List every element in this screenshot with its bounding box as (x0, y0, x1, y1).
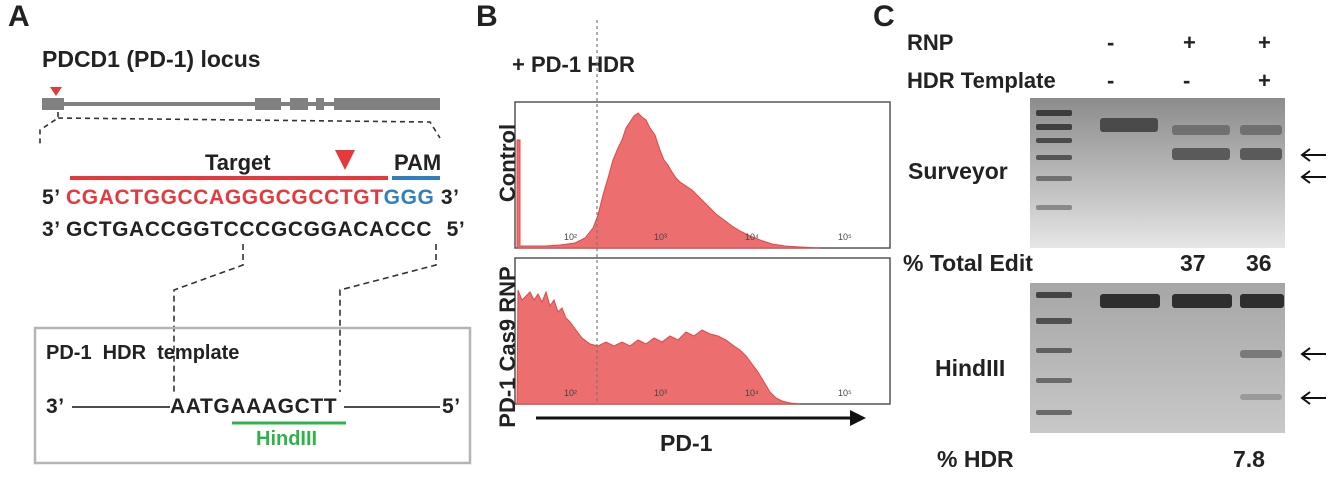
histogram-control (516, 112, 821, 249)
top-target-seq: CGACTGGCCAGGGCGCCTGT (66, 186, 384, 209)
hdr-right-end: 5’ (442, 395, 461, 418)
ladder-band (1036, 124, 1072, 130)
band-arrow-icon (1300, 148, 1326, 405)
hdr-percent-label: % HDR (937, 446, 1014, 472)
cut-triangle-icon (335, 150, 355, 170)
ladder-band (1036, 176, 1072, 181)
hdr-template-title: PD-1 HDR template (46, 342, 240, 364)
ladder-band (1036, 292, 1072, 298)
exon-1 (42, 98, 64, 110)
top-strand: 5’ CGACTGGCCAGGGCGCCTGTGGG 3’ (42, 186, 460, 210)
rnp-value: + (1258, 30, 1271, 55)
surveyor-band-uncut (1172, 125, 1230, 135)
exon-3 (290, 98, 308, 110)
pam-label: PAM (394, 150, 442, 175)
hdr-left-end: 3’ (46, 395, 65, 418)
rnp-row-label: RNP (907, 30, 954, 55)
ladder-band (1036, 348, 1072, 353)
hindiii-gel (1030, 283, 1285, 433)
exon-4 (316, 98, 324, 110)
hdr-row-label: HDR Template (907, 68, 1056, 93)
hindiii-band-uncut (1172, 294, 1232, 308)
tick-label: 10⁴ (745, 388, 759, 398)
total-edit-label: % Total Edit (903, 250, 1033, 276)
rnp-value: - (1107, 30, 1115, 55)
locus-title: PDCD1 (PD-1) locus (42, 46, 261, 72)
hindiii-band-uncut (1100, 294, 1160, 308)
hindiii-band-uncut (1240, 294, 1284, 308)
pam-bar (392, 176, 440, 180)
homology-line-right (339, 244, 437, 392)
surveyor-label: Surveyor (908, 158, 1008, 184)
ladder-band (1036, 378, 1072, 383)
hindiii-band-cut (1240, 394, 1282, 400)
total-edit-value: 37 (1180, 250, 1206, 276)
locus-line (42, 102, 440, 106)
exon-2 (255, 98, 281, 110)
hdr-template-box (33, 326, 472, 465)
target-label: Target (205, 150, 271, 175)
zoom-lines (39, 112, 441, 146)
hindiii-label: HindIII (935, 355, 1006, 381)
panel-a-letter: A (8, 0, 30, 33)
hdr-percent-value: 7.8 (1233, 446, 1265, 472)
ladder-band (1036, 318, 1072, 324)
pd1-axis-arrow-icon (850, 410, 866, 426)
total-edit-value: 36 (1246, 250, 1272, 276)
cut-site-marker-icon (50, 87, 62, 96)
tick-label: 10⁵ (838, 388, 852, 398)
homology-line-left (173, 244, 244, 392)
tick-label: 10³ (654, 388, 668, 398)
panel-c-letter: C (873, 0, 895, 33)
surveyor-band-uncut (1100, 118, 1158, 132)
pd1-axis-label: PD-1 (660, 430, 713, 456)
bottom-strand: 3’ GCTGACCGGTCCCGCGGACACCC 5’ (42, 218, 465, 242)
surveyor-band-cleaved (1172, 148, 1230, 160)
top-prefix: 5’ (42, 186, 60, 209)
target-bar (70, 176, 388, 180)
hindiii-band-cut (1240, 350, 1282, 358)
ladder-band (1036, 410, 1072, 415)
top-suffix: 3’ (440, 186, 460, 209)
rnp-value: + (1183, 30, 1196, 55)
ladder-band (1036, 110, 1072, 116)
condition-label: + PD-1 HDR (512, 52, 635, 77)
ladder-band (1036, 155, 1072, 160)
exon-5 (334, 98, 440, 110)
ladder-band (1036, 205, 1072, 210)
hdr-template-value: - (1183, 68, 1191, 93)
bottom-seq: GCTGACCGGTCCCGCGGACACCC (66, 218, 433, 241)
tick-label: 10² (564, 232, 578, 242)
bottom-prefix: 3’ (42, 218, 60, 241)
bottom-suffix: 5’ (446, 218, 466, 241)
tick-label: 10⁴ (745, 232, 759, 242)
hdr-template-value: + (1258, 68, 1271, 93)
surveyor-band-cleaved (1240, 148, 1282, 160)
hindiii-site-label: HindIII (256, 428, 318, 450)
tick-label: 10³ (654, 232, 668, 242)
surveyor-band-uncut (1240, 125, 1282, 135)
tick-label: 10⁵ (838, 232, 852, 242)
histogram-rnp (516, 289, 801, 405)
tick-label: 10² (564, 388, 578, 398)
top-pam-seq: GGG (383, 186, 435, 209)
hdr-template-seq: AATGAAAGCTT (170, 395, 338, 418)
panel-b-letter: B (476, 0, 498, 33)
ladder-band (1036, 138, 1072, 143)
hdr-template-value: - (1107, 68, 1115, 93)
